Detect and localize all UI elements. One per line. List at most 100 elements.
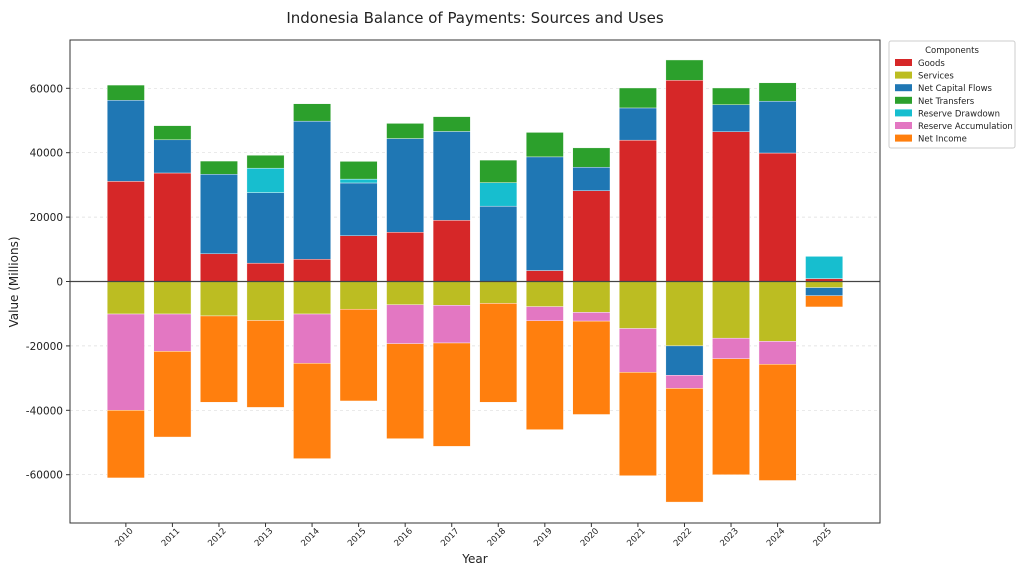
bar-reserve-drawdown-2025 bbox=[805, 256, 843, 279]
bar-net-income-2025 bbox=[805, 295, 843, 308]
bar-services-2012 bbox=[200, 281, 238, 317]
x-tick-label: 2017 bbox=[439, 526, 461, 548]
bar-net-capital-flows-2019 bbox=[526, 156, 564, 271]
x-tick-label: 2021 bbox=[625, 526, 647, 548]
bar-goods-2021 bbox=[619, 139, 657, 282]
bar-goods-2015 bbox=[339, 235, 378, 282]
x-tick-label: 2023 bbox=[718, 526, 740, 548]
y-tick-label: -40000 bbox=[26, 405, 63, 417]
legend-swatch bbox=[895, 134, 912, 142]
bar-goods-2024 bbox=[758, 152, 797, 282]
bar-goods-2010 bbox=[107, 181, 145, 282]
bar-goods-2012 bbox=[200, 253, 238, 282]
legend-label: Net Capital Flows bbox=[918, 84, 993, 94]
y-axis: -60000 -40000 -20000 0 20000 40000 60000 bbox=[26, 83, 70, 482]
x-tick-label: 2018 bbox=[486, 526, 508, 548]
bar-net-transfers-2021 bbox=[619, 87, 657, 109]
bar-services-2013 bbox=[246, 281, 285, 321]
bar-net-transfers-2019 bbox=[526, 132, 564, 158]
legend-swatch bbox=[895, 71, 912, 79]
bar-net-income-2010 bbox=[107, 410, 145, 479]
x-tick-label: 2020 bbox=[579, 526, 601, 548]
bar-services-2016 bbox=[386, 281, 424, 305]
bar-net-income-2019 bbox=[526, 320, 564, 430]
legend-label: Net Income bbox=[918, 135, 967, 145]
legend-box bbox=[888, 40, 1016, 149]
bar-goods-2016 bbox=[386, 232, 424, 282]
bar-net-transfers-2023 bbox=[712, 87, 750, 105]
bar-reserve-accumulation-2020 bbox=[572, 312, 611, 322]
bar-net-capital-flows-2020 bbox=[572, 166, 611, 191]
y-tick-label: 0 bbox=[56, 277, 63, 289]
bar-services-2011 bbox=[153, 281, 192, 315]
bar-goods-2022 bbox=[665, 80, 704, 282]
bar-reserve-accumulation-2019 bbox=[526, 306, 564, 321]
legend-title: Components bbox=[925, 46, 979, 56]
legend-swatch bbox=[895, 122, 912, 129]
bar-net-income-2016 bbox=[386, 343, 424, 439]
bar-net-income-2014 bbox=[293, 363, 331, 459]
bar-reserve-accumulation-2017 bbox=[432, 305, 471, 344]
bar-reserve-accumulation-2023 bbox=[712, 337, 750, 359]
legend-swatch bbox=[895, 109, 912, 117]
bar-net-capital-flows-2010 bbox=[107, 100, 145, 182]
bar-net-transfers-2010 bbox=[107, 84, 145, 101]
bar-reserve-drawdown-2015 bbox=[339, 178, 378, 184]
bar-net-capital-flows-2015 bbox=[339, 182, 378, 236]
bar-net-capital-flows-2018 bbox=[479, 205, 518, 282]
x-tick-label: 2019 bbox=[532, 526, 554, 548]
bar-reserve-accumulation-2022 bbox=[665, 375, 704, 389]
bar-net-capital-flows-2025 bbox=[805, 287, 843, 296]
legend-label: Net Transfers bbox=[918, 97, 975, 107]
bar-goods-2017 bbox=[432, 220, 471, 282]
bar-reserve-accumulation-2014 bbox=[293, 313, 331, 364]
x-axis-label: Year bbox=[461, 552, 487, 566]
bar-net-income-2013 bbox=[246, 320, 285, 408]
bar-goods-2011 bbox=[153, 172, 192, 282]
bar-services-2020 bbox=[572, 281, 611, 313]
legend-label: Reserve Accumulation bbox=[918, 122, 1013, 132]
bar-net-income-2011 bbox=[153, 351, 192, 438]
legend-swatch bbox=[895, 96, 912, 104]
bar-net-capital-flows-2017 bbox=[432, 131, 471, 221]
bar-net-income-2024 bbox=[758, 364, 797, 481]
bar-net-transfers-2020 bbox=[572, 147, 611, 168]
x-tick-label: 2010 bbox=[113, 526, 135, 548]
bar-services-2022 bbox=[665, 281, 704, 347]
x-axis: 2010 2011 2012 2013 2014 2015 2016 2017 2018 2019… bbox=[113, 523, 834, 549]
bar-net-capital-flows-2012 bbox=[200, 174, 238, 255]
bar-net-capital-flows-2013 bbox=[246, 192, 285, 264]
bar-net-income-2018 bbox=[479, 303, 518, 403]
bar-reserve-accumulation-2016 bbox=[386, 304, 424, 344]
bar-services-2024 bbox=[758, 281, 797, 342]
y-axis-label: Value (Millions) bbox=[7, 236, 21, 327]
bar-net-capital-flows-2014 bbox=[293, 120, 331, 260]
bar-goods-2023 bbox=[712, 131, 750, 282]
bar-goods-2020 bbox=[572, 190, 611, 282]
bar-services-2021 bbox=[619, 281, 657, 329]
bar-goods-2019 bbox=[526, 270, 564, 282]
x-tick-label: 2024 bbox=[765, 526, 787, 548]
x-tick-label: 2015 bbox=[346, 526, 368, 548]
legend-swatch bbox=[895, 84, 912, 92]
bar-net-income-2017 bbox=[432, 342, 471, 447]
y-tick-label: -20000 bbox=[26, 341, 63, 353]
bar-services-2015 bbox=[339, 281, 378, 310]
x-tick-label: 2013 bbox=[253, 526, 275, 548]
bar-net-transfers-2013 bbox=[246, 155, 285, 169]
bar-net-transfers-2011 bbox=[153, 125, 192, 141]
bar-reserve-accumulation-2021 bbox=[619, 328, 657, 373]
bar-reserve-accumulation-2011 bbox=[153, 313, 192, 352]
bar-net-capital-flows-2023 bbox=[712, 104, 750, 132]
bar-services-2018 bbox=[479, 281, 518, 304]
bar-net-income-2012 bbox=[200, 315, 238, 403]
bar-net-income-2021 bbox=[619, 372, 657, 476]
bar-services-2023 bbox=[712, 281, 750, 339]
bar-net-transfers-2016 bbox=[386, 123, 424, 139]
legend: Components Goods Services Net Capital Flow… bbox=[888, 40, 1016, 149]
bar-net-income-2020 bbox=[572, 320, 611, 415]
bar-services-2019 bbox=[526, 281, 564, 307]
bar-reserve-accumulation-2010 bbox=[107, 313, 145, 411]
legend-label: Goods bbox=[918, 59, 945, 69]
